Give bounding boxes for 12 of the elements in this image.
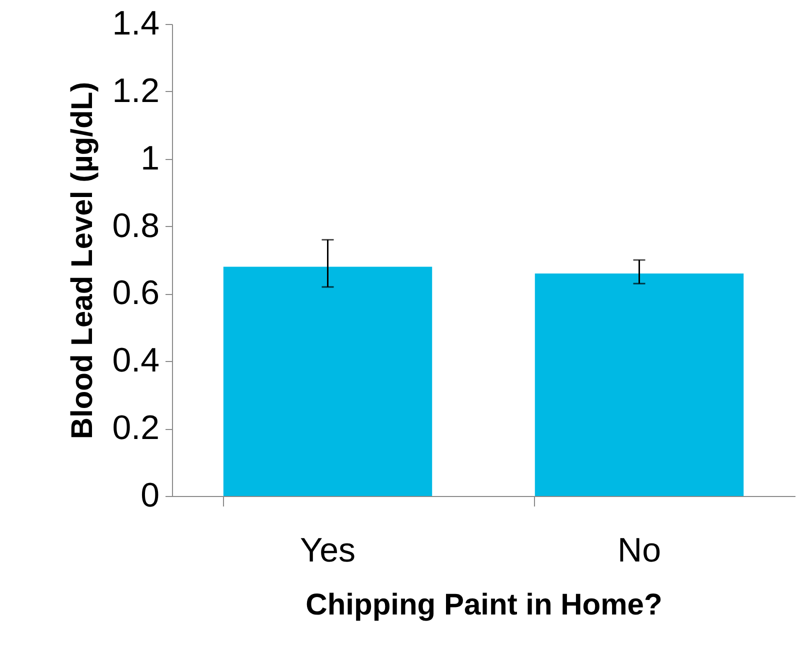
x-tick-label: Yes — [300, 532, 356, 570]
y-tick-label: 0 — [140, 476, 160, 514]
y-tick-label: 1.2 — [112, 72, 160, 110]
y-tick-label: 0.4 — [112, 342, 160, 380]
y-tick-label: 0.6 — [112, 274, 160, 312]
x-tick-label: No — [618, 532, 661, 570]
y-tick-label: 0.8 — [112, 206, 160, 245]
x-axis-title: Chipping Paint in Home? — [306, 588, 662, 622]
y-tick-label: 1.4 — [112, 4, 160, 42]
y-tick-label: 0.2 — [112, 409, 160, 448]
y-tick-label: 1 — [140, 139, 160, 178]
y-axis-title: Blood Lead Level (µg/dL) — [66, 82, 100, 440]
